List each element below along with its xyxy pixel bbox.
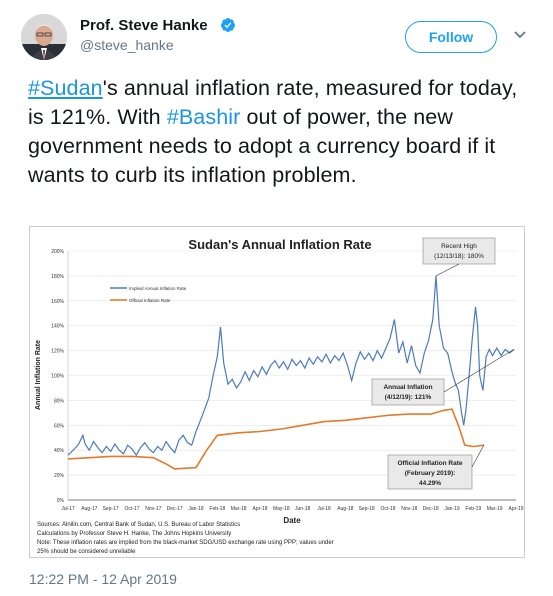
annotation-official-line3: 44.29% xyxy=(419,480,441,487)
author-name[interactable]: Prof. Steve Hanke xyxy=(80,17,208,34)
x-tick-label: Dec-17 xyxy=(167,506,183,512)
y-tick-label: 40% xyxy=(54,448,65,454)
legend-label-implied: Implied Annual Inflation Rate xyxy=(129,286,187,291)
y-tick-label: 60% xyxy=(54,423,65,429)
hashtag-bashir[interactable]: #Bashir xyxy=(166,105,241,129)
chart-calc-note: Calculations by Professor Steve H. Hanke… xyxy=(37,531,231,537)
y-tick-label: 120% xyxy=(51,349,64,355)
annotation-recent-high-pointer xyxy=(435,263,460,277)
x-tick-label: Nov-18 xyxy=(401,506,417,512)
annotation-official-inflation: Official Inflation Rate (February 2019):… xyxy=(387,444,485,490)
x-tick-label: Feb-19 xyxy=(465,506,481,512)
y-tick-label: 0% xyxy=(57,498,65,504)
x-tick-label: Feb-18 xyxy=(209,506,225,512)
chart-title: Sudan's Annual Inflation Rate xyxy=(188,237,371,252)
x-tick-label: Jan-19 xyxy=(444,506,460,512)
y-tick-label: 100% xyxy=(51,374,64,380)
chart-legend: Implied Annual Inflation Rate Official I… xyxy=(110,286,187,303)
x-tick-label: May-18 xyxy=(273,506,290,512)
y-tick-label: 20% xyxy=(54,473,65,479)
x-tick-label: Apr-18 xyxy=(252,506,267,512)
y-tick-label: 80% xyxy=(54,398,65,404)
annotation-annual-inflation-pointer xyxy=(443,349,515,393)
annotation-recent-high-line2: (12/13/18): 180% xyxy=(434,253,484,260)
tweet-text-part: 's annual inflation rate, measured for t… xyxy=(28,76,518,129)
x-tick-label: Jul-17 xyxy=(61,506,75,512)
x-tick-label: Jan-18 xyxy=(188,506,204,512)
x-axis-label: Date xyxy=(283,516,301,525)
verified-badge-icon xyxy=(220,18,235,32)
series-implied-line xyxy=(67,275,515,457)
tweet-text-part: out of power, the new government needs t… xyxy=(28,105,496,187)
y-tick-label: 180% xyxy=(51,274,64,280)
x-tick-label: Jul-18 xyxy=(317,506,331,512)
annotation-annual-inflation-line2: (4/12/19): 121% xyxy=(385,394,432,401)
avatar-portrait xyxy=(21,14,67,60)
annotation-official-line1: Official Inflation Rate xyxy=(397,460,462,467)
chart-image[interactable]: Sudan's Annual Inflation Rate 0% 20% 40% 60… xyxy=(29,226,525,558)
avatar[interactable] xyxy=(21,14,67,60)
timestamp[interactable]: 12:22 PM - 12 Apr 2019 xyxy=(29,571,177,587)
chart-method-note-2: 25% should be considered unreliable xyxy=(37,549,136,555)
y-tick-label: 140% xyxy=(51,324,64,330)
x-tick-label: Apr-19 xyxy=(508,506,523,512)
y-axis-ticks: 0% 20% 40% 60% 80% 100% 120% 140% 160% 180% 200% xyxy=(51,249,64,504)
y-axis-label: Annual Inflation Rate xyxy=(35,340,42,410)
y-tick-label: 200% xyxy=(51,249,64,255)
x-tick-label: Oct-17 xyxy=(124,506,139,512)
x-tick-label: Aug-17 xyxy=(81,506,97,512)
x-tick-label: Dec-18 xyxy=(423,506,439,512)
chart-method-note: Note: These inflation rates are implied … xyxy=(37,540,334,546)
x-tick-label: Jun-18 xyxy=(295,506,311,512)
hashtag-sudan[interactable]: #Sudan xyxy=(28,76,103,100)
x-tick-label: Oct-18 xyxy=(380,506,395,512)
follow-button[interactable]: Follow xyxy=(405,21,497,53)
annotation-annual-inflation: Annual Inflation (4/12/19): 121% xyxy=(371,349,515,406)
x-tick-label: Sep-18 xyxy=(359,506,375,512)
x-tick-label: Sep-17 xyxy=(103,506,119,512)
tweet-text: #Sudan's annual inflation rate, measured… xyxy=(28,74,538,190)
annotation-recent-high-line1: Recent High xyxy=(441,243,477,250)
series-official-line xyxy=(67,408,485,470)
annotation-official-pointer xyxy=(471,444,485,468)
author-handle[interactable]: @steve_hanke xyxy=(80,37,174,53)
chart-source-note: Sources: Alnilin.com, Central Bank of Su… xyxy=(37,522,240,528)
annotation-recent-high: Recent High (12/13/18): 180% xyxy=(422,237,496,277)
annotation-annual-inflation-line1: Annual Inflation xyxy=(383,384,432,391)
chevron-down-icon[interactable] xyxy=(514,30,526,40)
annotation-official-line2: (February 2019): xyxy=(405,470,456,477)
x-axis-ticks: Jul-17 Aug-17 Sep-17 Oct-17 Nov-17 Dec-17 Jan-… xyxy=(61,506,524,512)
x-tick-label: Mar-19 xyxy=(487,506,503,512)
x-tick-label: Mar-18 xyxy=(231,506,247,512)
x-tick-label: Nov-17 xyxy=(145,506,161,512)
inflation-chart: Sudan's Annual Inflation Rate 0% 20% 40% 60… xyxy=(35,237,524,555)
y-tick-label: 160% xyxy=(51,299,64,305)
x-tick-label: Aug-18 xyxy=(337,506,353,512)
legend-label-official: Official Inflation Rate xyxy=(129,298,171,303)
